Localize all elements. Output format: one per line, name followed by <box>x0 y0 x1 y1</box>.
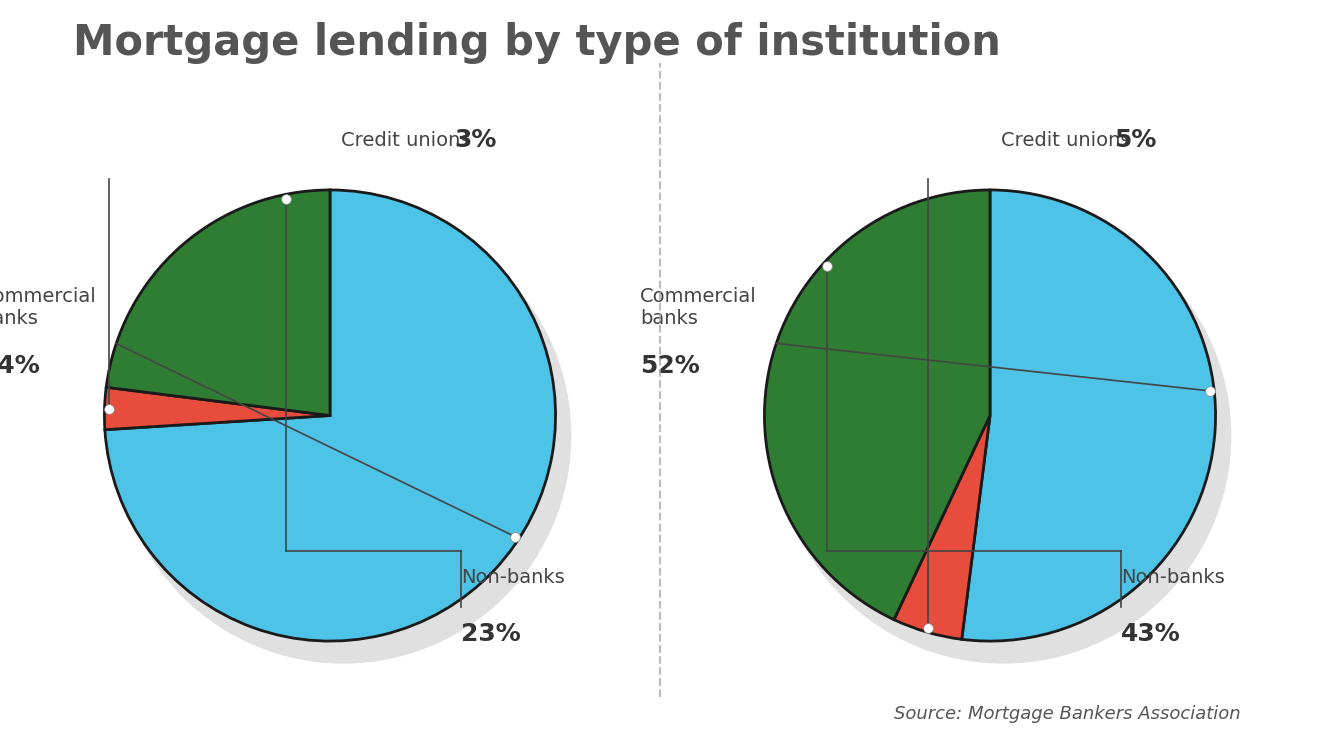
Wedge shape <box>764 190 990 620</box>
Text: 52%: 52% <box>640 354 700 378</box>
Text: Commercial
banks: Commercial banks <box>640 286 758 328</box>
Text: 2014: 2014 <box>921 74 1006 104</box>
Text: 74%: 74% <box>0 354 40 378</box>
Text: 2007: 2007 <box>314 74 399 104</box>
Text: Credit unions: Credit unions <box>1002 131 1131 150</box>
Text: 5%: 5% <box>1114 128 1156 152</box>
Text: Non-banks: Non-banks <box>461 568 565 588</box>
Text: Credit unions: Credit unions <box>342 131 471 150</box>
Text: 43%: 43% <box>1121 623 1180 646</box>
Text: Commercial
banks: Commercial banks <box>0 286 98 328</box>
Wedge shape <box>104 387 330 430</box>
Wedge shape <box>894 416 990 640</box>
Text: Source: Mortgage Bankers Association: Source: Mortgage Bankers Association <box>894 706 1241 723</box>
Text: 23%: 23% <box>461 623 520 646</box>
Wedge shape <box>962 190 1216 641</box>
Text: Mortgage lending by type of institution: Mortgage lending by type of institution <box>73 22 1001 65</box>
Text: Non-banks: Non-banks <box>1121 568 1225 588</box>
Wedge shape <box>104 190 556 641</box>
Circle shape <box>776 208 1232 663</box>
Circle shape <box>116 208 572 663</box>
Wedge shape <box>106 190 330 416</box>
Text: 3%: 3% <box>454 128 496 152</box>
